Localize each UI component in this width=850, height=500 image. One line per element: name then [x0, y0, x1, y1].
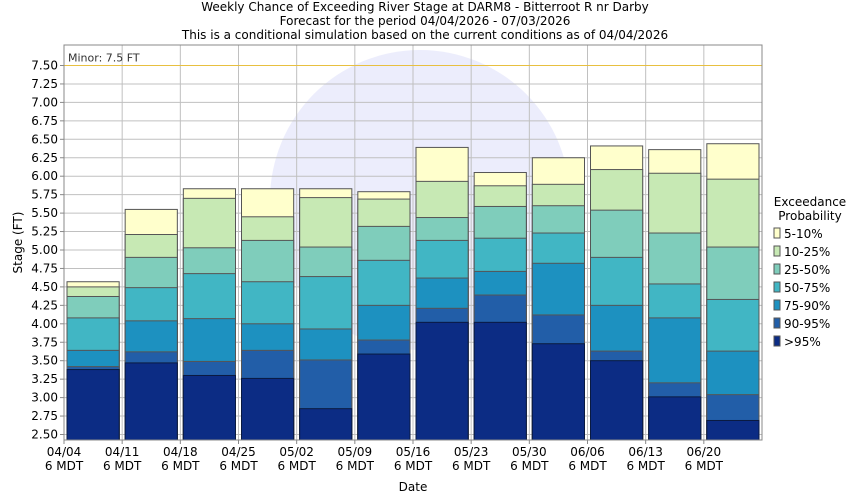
- y-tick-label: 3.50: [31, 354, 58, 368]
- x-tick-label: 05/30: [512, 445, 547, 459]
- bar-segment-95-04-18: [182, 374, 236, 441]
- y-tick-label: 6.75: [31, 114, 58, 128]
- chart-subtitle-2: This is a conditional simulation based o…: [181, 28, 669, 42]
- bar-segment-95-06-13: [648, 396, 702, 441]
- legend-label: 10-25%: [784, 245, 830, 259]
- legend-swatch: [773, 245, 781, 257]
- x-tick-label: 04/11: [105, 445, 140, 459]
- x-tick-sublabel: 6 MDT: [685, 459, 724, 473]
- y-tick-label: 6.50: [31, 132, 58, 146]
- x-tick-label: 05/09: [338, 445, 373, 459]
- y-tick-label: 5.00: [31, 243, 58, 257]
- y-tick-label: 3.00: [31, 391, 58, 405]
- bar-segment-95-05-30: [531, 343, 585, 441]
- y-tick-label: 4.25: [31, 298, 58, 312]
- x-tick-label: 06/13: [628, 445, 663, 459]
- legend-label: 90-95%: [784, 317, 830, 331]
- y-tick-label: 4.00: [31, 317, 58, 331]
- chart-subtitle: Forecast for the period 04/04/2026 - 07/…: [279, 14, 571, 28]
- x-tick-label: 04/04: [47, 445, 82, 459]
- minor-flood-label: Minor: 7.5 FT: [68, 52, 140, 65]
- y-tick-label: 4.50: [31, 280, 58, 294]
- x-tick-label: 05/23: [454, 445, 489, 459]
- y-tick-label: 4.75: [31, 261, 58, 275]
- legend-swatch: [773, 227, 781, 239]
- legend-label: 5-10%: [784, 227, 823, 241]
- x-tick-sublabel: 6 MDT: [103, 459, 142, 473]
- y-tick-label: 5.50: [31, 206, 58, 220]
- legend-swatch: [773, 281, 781, 293]
- x-tick-label: 06/20: [687, 445, 722, 459]
- bar-segment-95-05-09: [357, 353, 411, 441]
- y-tick-label: 2.50: [31, 428, 58, 442]
- x-tick-label: 04/18: [163, 445, 198, 459]
- y-tick-label: 6.25: [31, 151, 58, 165]
- legend-swatch: [773, 263, 781, 275]
- x-tick-sublabel: 6 MDT: [336, 459, 375, 473]
- x-tick-label: 05/16: [396, 445, 431, 459]
- x-tick-sublabel: 6 MDT: [219, 459, 258, 473]
- x-axis-label: Date: [399, 480, 428, 494]
- bar-segment-95-05-16: [415, 321, 469, 441]
- x-tick-sublabel: 6 MDT: [626, 459, 665, 473]
- x-tick-sublabel: 6 MDT: [568, 459, 607, 473]
- legend-swatch: [773, 317, 781, 329]
- legend-swatch: [773, 335, 781, 347]
- bar-segment-95-04-04: [66, 369, 120, 441]
- bar-segment-95-05-02: [299, 408, 353, 441]
- legend-swatch: [773, 299, 781, 311]
- x-tick-sublabel: 6 MDT: [45, 459, 84, 473]
- y-tick-label: 6.00: [31, 169, 58, 183]
- y-tick-label: 5.75: [31, 188, 58, 202]
- x-tick-label: 06/06: [570, 445, 605, 459]
- legend-label: 50-75%: [784, 281, 830, 295]
- y-tick-label: 2.75: [31, 409, 58, 423]
- legend-title: Exceedance: [774, 195, 846, 209]
- y-axis-label: Stage (FT): [11, 212, 25, 274]
- x-tick-label: 04/25: [221, 445, 256, 459]
- y-tick-label: 3.75: [31, 335, 58, 349]
- y-tick-label: 5.25: [31, 225, 58, 239]
- y-tick-label: 7.50: [31, 59, 58, 73]
- x-tick-sublabel: 6 MDT: [394, 459, 433, 473]
- bar-segment-95-05-23: [473, 321, 527, 441]
- x-tick-label: 05/02: [279, 445, 314, 459]
- legend-label: 75-90%: [784, 299, 830, 313]
- bar-segment-95-06-06: [590, 360, 644, 441]
- y-tick-label: 7.00: [31, 95, 58, 109]
- y-tick-label: 3.25: [31, 372, 58, 386]
- x-tick-sublabel: 6 MDT: [277, 459, 316, 473]
- legend-label: 25-50%: [784, 263, 830, 277]
- legend-label: >95%: [784, 335, 821, 349]
- x-tick-sublabel: 6 MDT: [161, 459, 200, 473]
- plot-border: [63, 44, 763, 441]
- x-tick-sublabel: 6 MDT: [510, 459, 549, 473]
- x-tick-sublabel: 6 MDT: [452, 459, 491, 473]
- bar-segment-95-06-20: [706, 419, 760, 441]
- y-tick-label: 7.25: [31, 77, 58, 91]
- chart-title: Weekly Chance of Exceeding River Stage a…: [201, 0, 649, 14]
- bar-segment-95-04-11: [124, 362, 178, 441]
- bar-segment-95-04-25: [241, 377, 295, 441]
- legend-title-2: Probability: [778, 209, 841, 223]
